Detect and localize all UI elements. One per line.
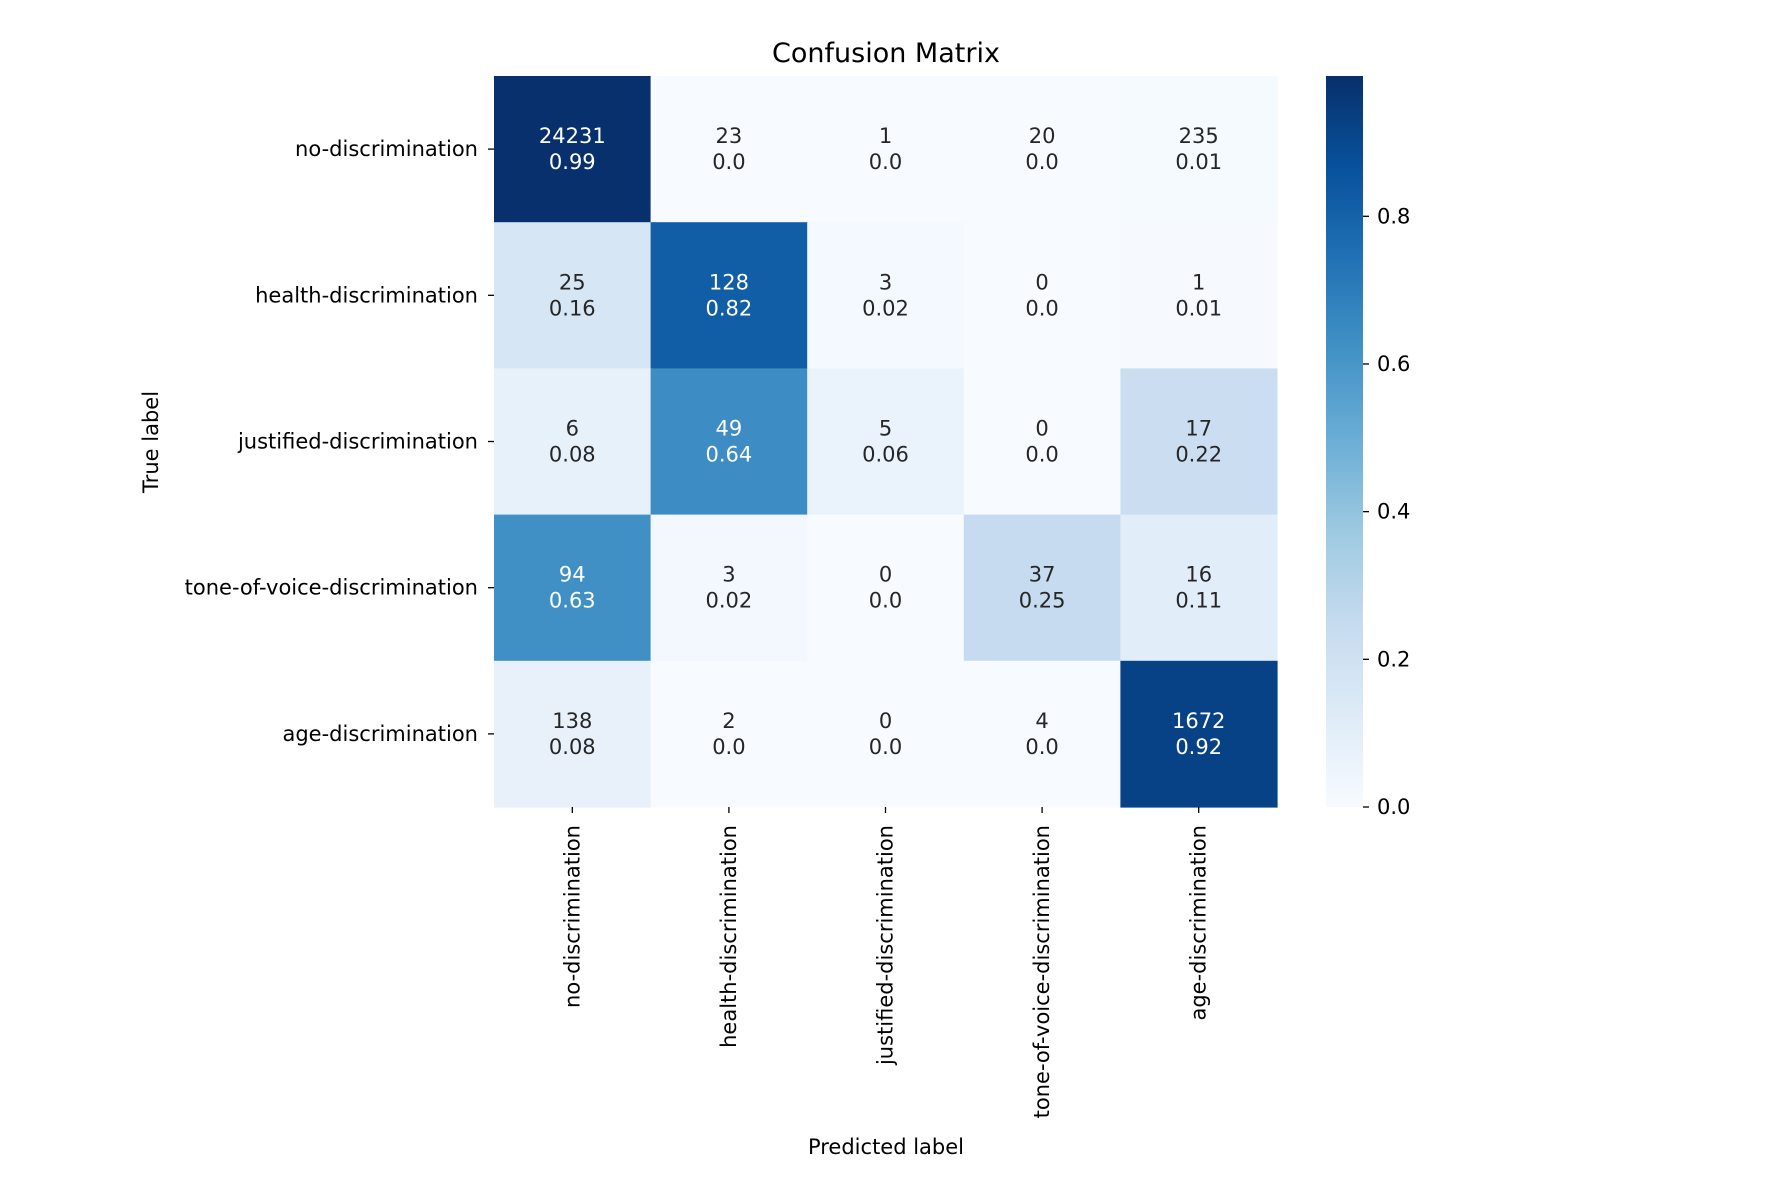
heatmap-cell [807, 76, 965, 223]
y-tick-label: no-discrimination [295, 137, 478, 161]
cell-normalized-label: 0.11 [1175, 589, 1222, 613]
heatmap-cell [963, 368, 1121, 516]
cell-count-label: 6 [566, 417, 579, 441]
heatmap-cell [963, 660, 1121, 808]
cell-normalized-label: 0.22 [1175, 443, 1222, 467]
cell-normalized-label: 0.0 [869, 735, 902, 759]
y-tick-label: tone-of-voice-discrimination [185, 576, 478, 600]
x-tick-label: no-discrimination [560, 825, 584, 1008]
heatmap-cell [1120, 514, 1278, 662]
cell-count-label: 24231 [539, 124, 606, 148]
cell-normalized-label: 0.06 [862, 443, 909, 467]
cell-normalized-label: 0.82 [706, 296, 753, 320]
heatmap-cell [1120, 660, 1278, 808]
chart-title: Confusion Matrix [772, 38, 1000, 69]
cell-count-label: 20 [1029, 124, 1056, 148]
cell-normalized-label: 0.02 [706, 589, 753, 613]
cell-count-label: 1 [1192, 270, 1205, 294]
x-axis-label: Predicted label [808, 1135, 964, 1159]
heatmap-cell [807, 514, 965, 662]
heatmap-cell [650, 76, 808, 223]
cell-normalized-label: 0.0 [869, 150, 902, 174]
heatmap-cell [650, 660, 808, 808]
heatmap-cell [650, 222, 808, 369]
cell-count-label: 0 [1035, 270, 1048, 294]
cell-normalized-label: 0.25 [1019, 589, 1066, 613]
heatmap-cell [963, 76, 1121, 223]
cell-count-label: 25 [559, 270, 586, 294]
cell-normalized-label: 0.01 [1175, 296, 1222, 320]
heatmap-cell [1120, 222, 1278, 369]
cell-count-label: 128 [709, 270, 749, 294]
cell-normalized-label: 0.16 [549, 296, 596, 320]
cell-normalized-label: 0.0 [712, 735, 745, 759]
colorbar-tick-label: 0.4 [1377, 500, 1410, 524]
heatmap-cell [1120, 368, 1278, 516]
heatmap-cell [494, 368, 652, 516]
cell-count-label: 49 [716, 417, 743, 441]
heatmap-cell [1120, 76, 1278, 223]
heatmap-cell [963, 514, 1121, 662]
cell-normalized-label: 0.63 [549, 589, 596, 613]
heatmap-cell [650, 368, 808, 516]
cell-count-label: 16 [1185, 563, 1212, 587]
y-tick-label: justified-discrimination [237, 430, 478, 454]
cell-count-label: 1672 [1172, 709, 1225, 733]
cell-normalized-label: 0.01 [1175, 150, 1222, 174]
heatmap-cell [494, 76, 652, 223]
colorbar-tick-label: 0.6 [1377, 352, 1410, 376]
cell-normalized-label: 0.0 [1025, 443, 1058, 467]
cell-count-label: 3 [722, 563, 735, 587]
cell-normalized-label: 0.99 [549, 150, 596, 174]
y-tick-label: age-discrimination [282, 722, 478, 746]
x-tick-label: tone-of-voice-discrimination [1030, 825, 1054, 1118]
cell-count-label: 17 [1185, 417, 1212, 441]
cell-normalized-label: 0.0 [1025, 296, 1058, 320]
heatmap-cell [494, 514, 652, 662]
cell-count-label: 4 [1035, 709, 1048, 733]
cell-count-label: 235 [1179, 124, 1219, 148]
cell-count-label: 37 [1029, 563, 1056, 587]
cell-normalized-label: 0.92 [1175, 735, 1222, 759]
x-tick-label: health-discrimination [717, 825, 741, 1048]
heatmap-cell [807, 222, 965, 369]
cell-normalized-label: 0.08 [549, 735, 596, 759]
cell-count-label: 0 [879, 563, 892, 587]
cell-normalized-label: 0.02 [862, 296, 909, 320]
cell-count-label: 1 [879, 124, 892, 148]
cell-normalized-label: 0.08 [549, 443, 596, 467]
cell-normalized-label: 0.0 [1025, 735, 1058, 759]
cell-normalized-label: 0.0 [869, 589, 902, 613]
heatmap-cell [494, 222, 652, 369]
colorbar-tick-label: 0.0 [1377, 795, 1410, 819]
x-tick-label: justified-discrimination [874, 825, 898, 1066]
colorbar-tick-label: 0.8 [1377, 204, 1410, 228]
y-axis-label: True label [139, 391, 163, 494]
cell-count-label: 5 [879, 417, 892, 441]
cell-count-label: 138 [552, 709, 592, 733]
cell-count-label: 94 [559, 563, 586, 587]
cell-count-label: 0 [1035, 417, 1048, 441]
heatmap-cell [807, 368, 965, 516]
cell-count-label: 3 [879, 270, 892, 294]
cell-normalized-label: 0.0 [712, 150, 745, 174]
y-tick-label: health-discrimination [255, 283, 478, 307]
colorbar-tick-label: 0.2 [1377, 647, 1410, 671]
heatmap-cell [963, 222, 1121, 369]
x-tick-label: age-discrimination [1187, 825, 1211, 1021]
heatmap-cell [494, 660, 652, 808]
cell-normalized-label: 0.64 [706, 443, 753, 467]
colorbar [1326, 76, 1363, 807]
cell-count-label: 23 [716, 124, 743, 148]
heatmap-cell [807, 660, 965, 808]
heatmap-cell [650, 514, 808, 662]
cell-count-label: 2 [722, 709, 735, 733]
cell-count-label: 0 [879, 709, 892, 733]
cell-normalized-label: 0.0 [1025, 150, 1058, 174]
